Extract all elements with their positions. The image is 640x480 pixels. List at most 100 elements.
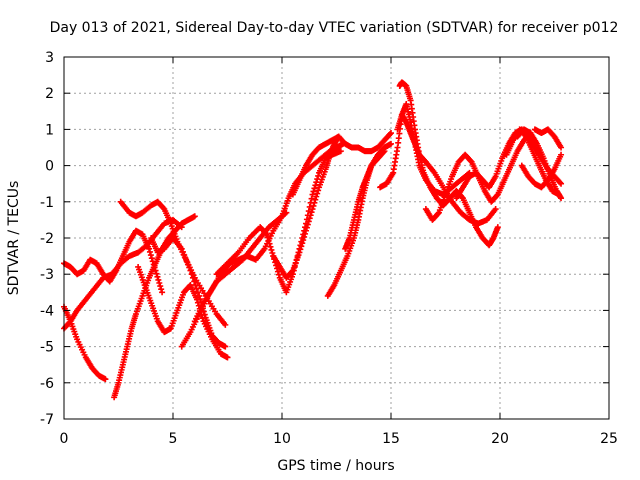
data-point: [154, 273, 161, 280]
series-track-23: [518, 151, 565, 191]
data-point: [309, 191, 316, 198]
data-point: [492, 206, 499, 213]
data-point: [296, 249, 303, 256]
data-point: [194, 289, 201, 296]
data-point: [522, 132, 529, 139]
data-point: [275, 271, 282, 278]
data-point: [193, 285, 200, 292]
y-tick-label: -4: [40, 303, 54, 319]
data-point: [179, 248, 186, 255]
data-point: [269, 249, 276, 256]
data-point: [222, 343, 229, 350]
data-point: [304, 221, 311, 228]
x-tick-label: 10: [273, 431, 291, 447]
data-point: [305, 218, 312, 225]
data-point: [102, 376, 109, 383]
data-point: [299, 240, 306, 247]
data-point: [178, 245, 185, 252]
data-point: [191, 278, 198, 285]
data-point: [147, 252, 154, 259]
data-point: [159, 289, 166, 296]
x-tick-label: 0: [60, 431, 69, 447]
data-point: [301, 233, 308, 240]
data-point: [314, 190, 321, 197]
data-point: [388, 140, 394, 147]
series-track-13: [324, 148, 388, 299]
data-point: [298, 243, 305, 250]
data-point: [558, 195, 565, 202]
data-point: [201, 311, 208, 318]
y-tick-label: 0: [45, 159, 54, 175]
series-track-1: [61, 303, 109, 383]
data-point: [310, 202, 317, 209]
y-tick-label: 1: [45, 122, 54, 138]
y-tick-label: -7: [40, 412, 54, 428]
y-tick-label: -2: [40, 231, 54, 247]
x-axis-title: GPS time / hours: [277, 458, 394, 474]
data-point: [308, 209, 315, 216]
data-point: [337, 148, 344, 155]
data-point: [182, 255, 189, 262]
data-point: [313, 193, 320, 200]
data-point: [184, 261, 191, 268]
data-point: [310, 188, 317, 195]
data-point: [266, 240, 273, 247]
series-track-6: [135, 263, 231, 361]
chart-title: Day 013 of 2021, Sidereal Day-to-day VTE…: [50, 20, 619, 36]
data-point: [267, 243, 274, 250]
data-point: [300, 237, 307, 244]
series-track-11: [270, 133, 342, 281]
data-point: [192, 282, 199, 289]
data-point: [191, 213, 198, 220]
data-point: [302, 227, 309, 234]
data-marks: [61, 79, 565, 401]
data-point: [311, 185, 318, 192]
data-point: [558, 151, 565, 158]
data-point: [148, 255, 155, 262]
data-point: [268, 246, 275, 253]
data-point: [467, 157, 474, 164]
data-point: [146, 248, 153, 255]
data-point: [308, 195, 315, 202]
data-point: [222, 321, 229, 328]
data-point: [311, 199, 318, 206]
data-point: [493, 192, 500, 199]
data-point: [307, 212, 314, 219]
y-tick-label: -6: [40, 376, 54, 392]
y-tick-label: -5: [40, 340, 54, 356]
data-point: [435, 210, 442, 217]
data-point: [302, 230, 309, 237]
data-point: [312, 196, 319, 203]
data-point: [557, 179, 564, 186]
y-tick-label: -1: [40, 195, 54, 211]
data-point: [181, 252, 188, 259]
data-point: [157, 283, 164, 290]
data-point: [494, 224, 501, 231]
data-point: [187, 267, 194, 274]
series-track-4: [111, 213, 198, 401]
data-point: [264, 234, 271, 241]
data-point: [158, 286, 165, 293]
data-point: [305, 208, 312, 215]
data-point: [183, 258, 190, 265]
y-tick-label: -3: [40, 267, 54, 283]
series-track-12: [289, 130, 394, 198]
x-tick-label: 25: [600, 431, 618, 447]
data-point: [224, 354, 231, 361]
data-point: [315, 187, 322, 194]
data-point: [160, 205, 167, 212]
data-point: [265, 237, 272, 244]
data-point: [288, 268, 295, 275]
data-point: [309, 206, 316, 213]
series-track-16: [394, 111, 499, 227]
data-point: [315, 172, 322, 179]
series-track-7: [148, 235, 229, 350]
data-point: [306, 215, 313, 222]
data-point: [146, 245, 153, 252]
data-point: [558, 144, 565, 151]
data-point: [388, 130, 394, 137]
data-point: [152, 267, 159, 274]
series-track-14: [342, 140, 394, 252]
data-point: [188, 271, 195, 278]
